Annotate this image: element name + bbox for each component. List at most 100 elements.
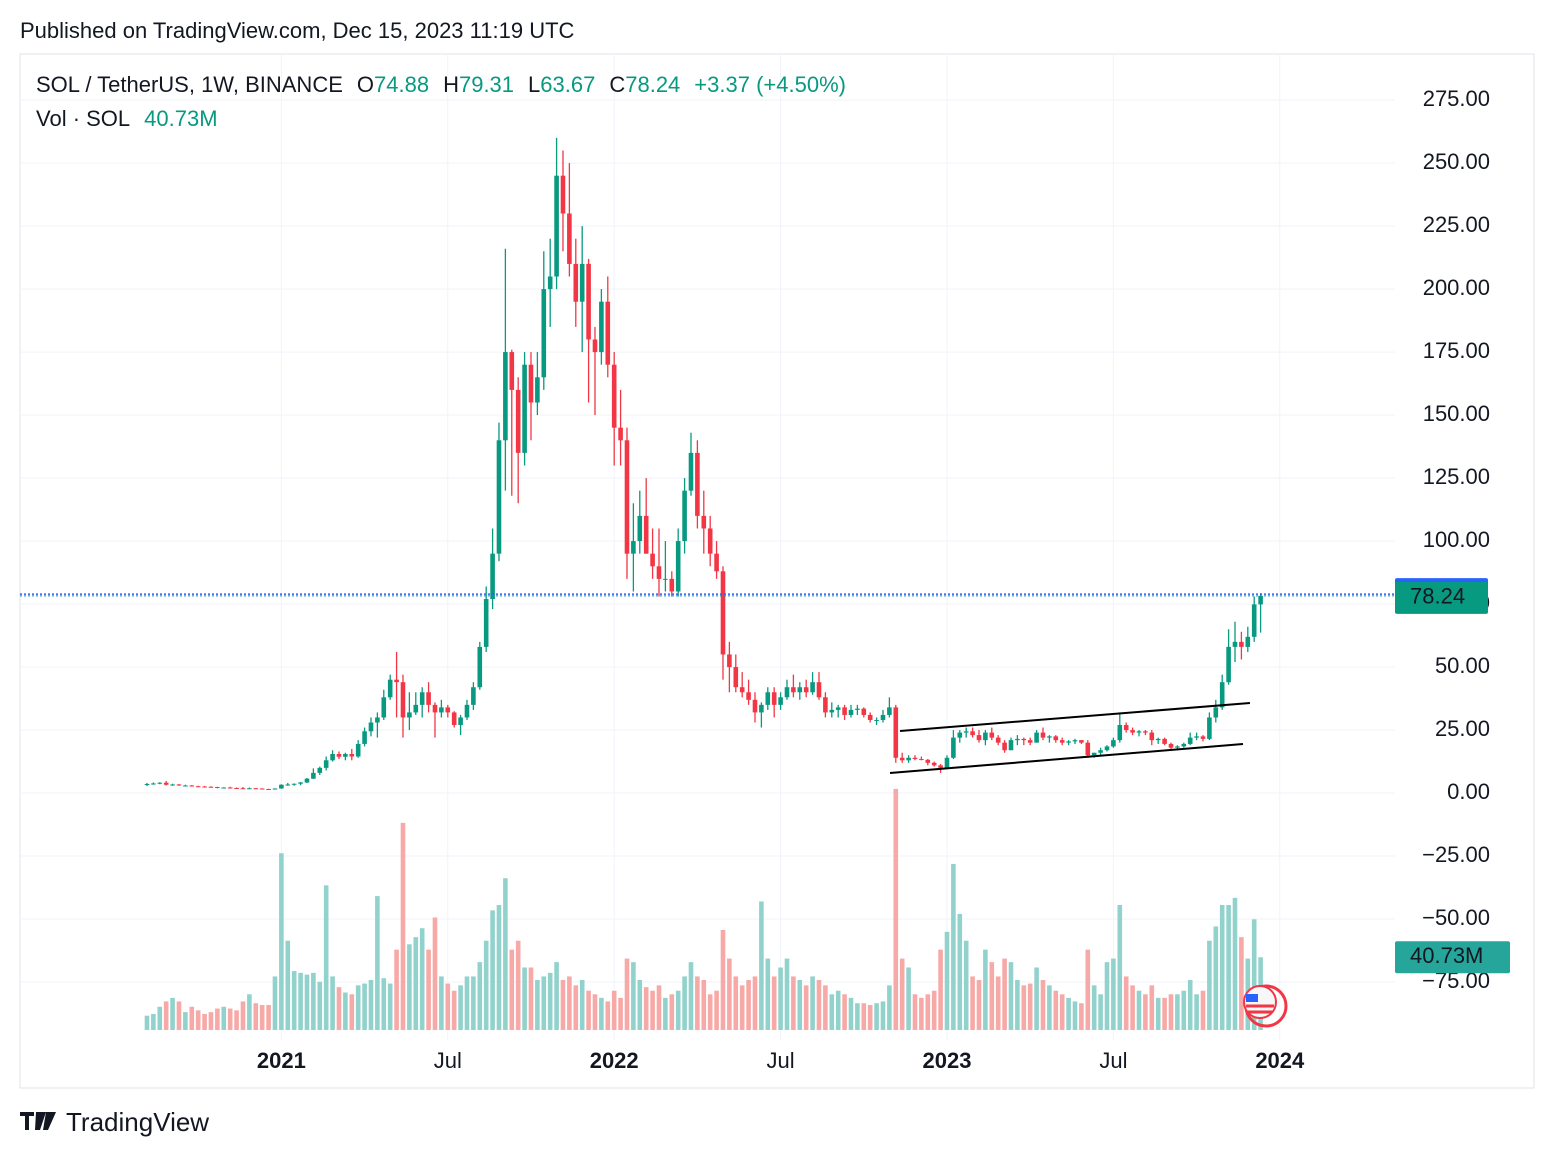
candle-body xyxy=(1079,740,1084,743)
volume-bar xyxy=(394,949,399,1030)
channel-upper xyxy=(899,702,1251,732)
volume-bar xyxy=(618,997,623,1030)
volume-bar xyxy=(669,994,675,1030)
volume-bar xyxy=(1162,997,1167,1030)
volume-bar xyxy=(931,990,937,1030)
volume-bar xyxy=(880,1001,886,1030)
volume-bar xyxy=(1232,897,1238,1030)
volume-bar xyxy=(624,958,630,1030)
chart-frame xyxy=(19,53,1535,1089)
volume-bar xyxy=(426,949,431,1030)
volume-bar xyxy=(1194,994,1199,1030)
volume-bar xyxy=(157,1006,163,1030)
candle-body xyxy=(951,737,956,758)
volume-bar xyxy=(637,980,643,1030)
volume-bar xyxy=(144,1015,150,1030)
candle-body xyxy=(1226,646,1231,683)
volume-bar xyxy=(413,937,419,1030)
candle-body xyxy=(759,704,764,713)
legend-volume: Vol · SOL 40.73M xyxy=(36,106,218,131)
volume-bar xyxy=(1239,937,1244,1030)
volume-bar xyxy=(1200,990,1206,1030)
candle-body xyxy=(669,578,675,592)
candle-body xyxy=(394,679,399,683)
volume-bar xyxy=(234,1010,239,1030)
candle-body xyxy=(989,732,995,738)
candle-body xyxy=(1200,736,1206,739)
volume-bar xyxy=(695,976,700,1030)
volume-bar xyxy=(451,990,457,1030)
volume-bar xyxy=(823,985,828,1030)
volume-bar xyxy=(272,976,278,1030)
candle-body xyxy=(259,788,265,790)
candle-body xyxy=(176,784,182,786)
candle-body xyxy=(714,553,719,572)
volume-bar xyxy=(855,1003,860,1030)
volume-bar xyxy=(1251,919,1257,1030)
volume-bar xyxy=(471,976,476,1030)
candle-body xyxy=(387,679,393,698)
volume-bar xyxy=(1130,985,1135,1030)
volume-bar xyxy=(899,958,905,1030)
candle-body xyxy=(554,175,559,277)
candle-body xyxy=(439,707,444,713)
candle-body xyxy=(650,553,655,567)
volume-bar xyxy=(253,1003,259,1030)
volume-bar xyxy=(848,997,854,1030)
volume-bar xyxy=(682,976,687,1030)
candle-body xyxy=(266,789,271,791)
volume-bar xyxy=(791,976,796,1030)
volume-bar xyxy=(803,985,809,1030)
volume-bar xyxy=(432,917,438,1030)
volume-bar xyxy=(1175,994,1180,1030)
candle-body xyxy=(765,692,771,705)
candle-body xyxy=(1239,641,1244,647)
candle-body xyxy=(739,687,745,693)
candle-body xyxy=(701,515,707,529)
volume-bar xyxy=(477,962,483,1030)
candle-body xyxy=(778,697,783,705)
volume-bar xyxy=(285,940,291,1030)
candle-body xyxy=(835,707,841,710)
overlays: 275.00 250.00 225.00 200.00 175.00 150.00 125.… xyxy=(20,86,1510,1073)
last-price-box xyxy=(1395,581,1488,614)
candle-body xyxy=(1136,731,1142,733)
high-value: 79.31 xyxy=(459,72,514,97)
candle-body xyxy=(1175,746,1180,748)
candle-body xyxy=(1187,737,1193,744)
candle-body xyxy=(944,757,950,768)
candle-body xyxy=(823,697,828,713)
candle-body xyxy=(1104,746,1110,751)
candle-body xyxy=(1149,732,1155,741)
volume-bar xyxy=(733,976,739,1030)
candle-body xyxy=(1251,604,1257,637)
volume-bar xyxy=(439,976,444,1030)
candle-body xyxy=(867,714,873,720)
volume-bar xyxy=(963,940,969,1030)
volume-bar xyxy=(170,997,175,1030)
candle-body xyxy=(624,440,630,554)
y-tick-label: 25.00 xyxy=(1435,716,1490,741)
candle-body xyxy=(317,767,323,773)
volume-bar xyxy=(445,983,451,1030)
volume-bar xyxy=(330,976,335,1030)
volume-bar xyxy=(503,878,508,1030)
volume-bar xyxy=(304,974,310,1030)
volume-bar xyxy=(1008,962,1014,1030)
volume-bar xyxy=(483,940,489,1030)
volume-bar xyxy=(317,981,323,1030)
candle-body xyxy=(893,707,899,758)
candle-body xyxy=(522,364,527,453)
candle-body xyxy=(471,687,476,705)
candle-body xyxy=(1021,738,1027,741)
volume-bar xyxy=(375,896,380,1030)
candle-body xyxy=(1059,740,1065,743)
last-price-label: 78.24 xyxy=(1410,584,1465,609)
candle-body xyxy=(791,687,796,693)
volume-bar xyxy=(323,885,329,1030)
x-tick-label: Jul xyxy=(767,1048,795,1073)
candles xyxy=(144,137,1263,791)
volume-bar xyxy=(938,949,943,1030)
candle-body xyxy=(727,654,732,668)
volume-bar xyxy=(368,980,374,1030)
